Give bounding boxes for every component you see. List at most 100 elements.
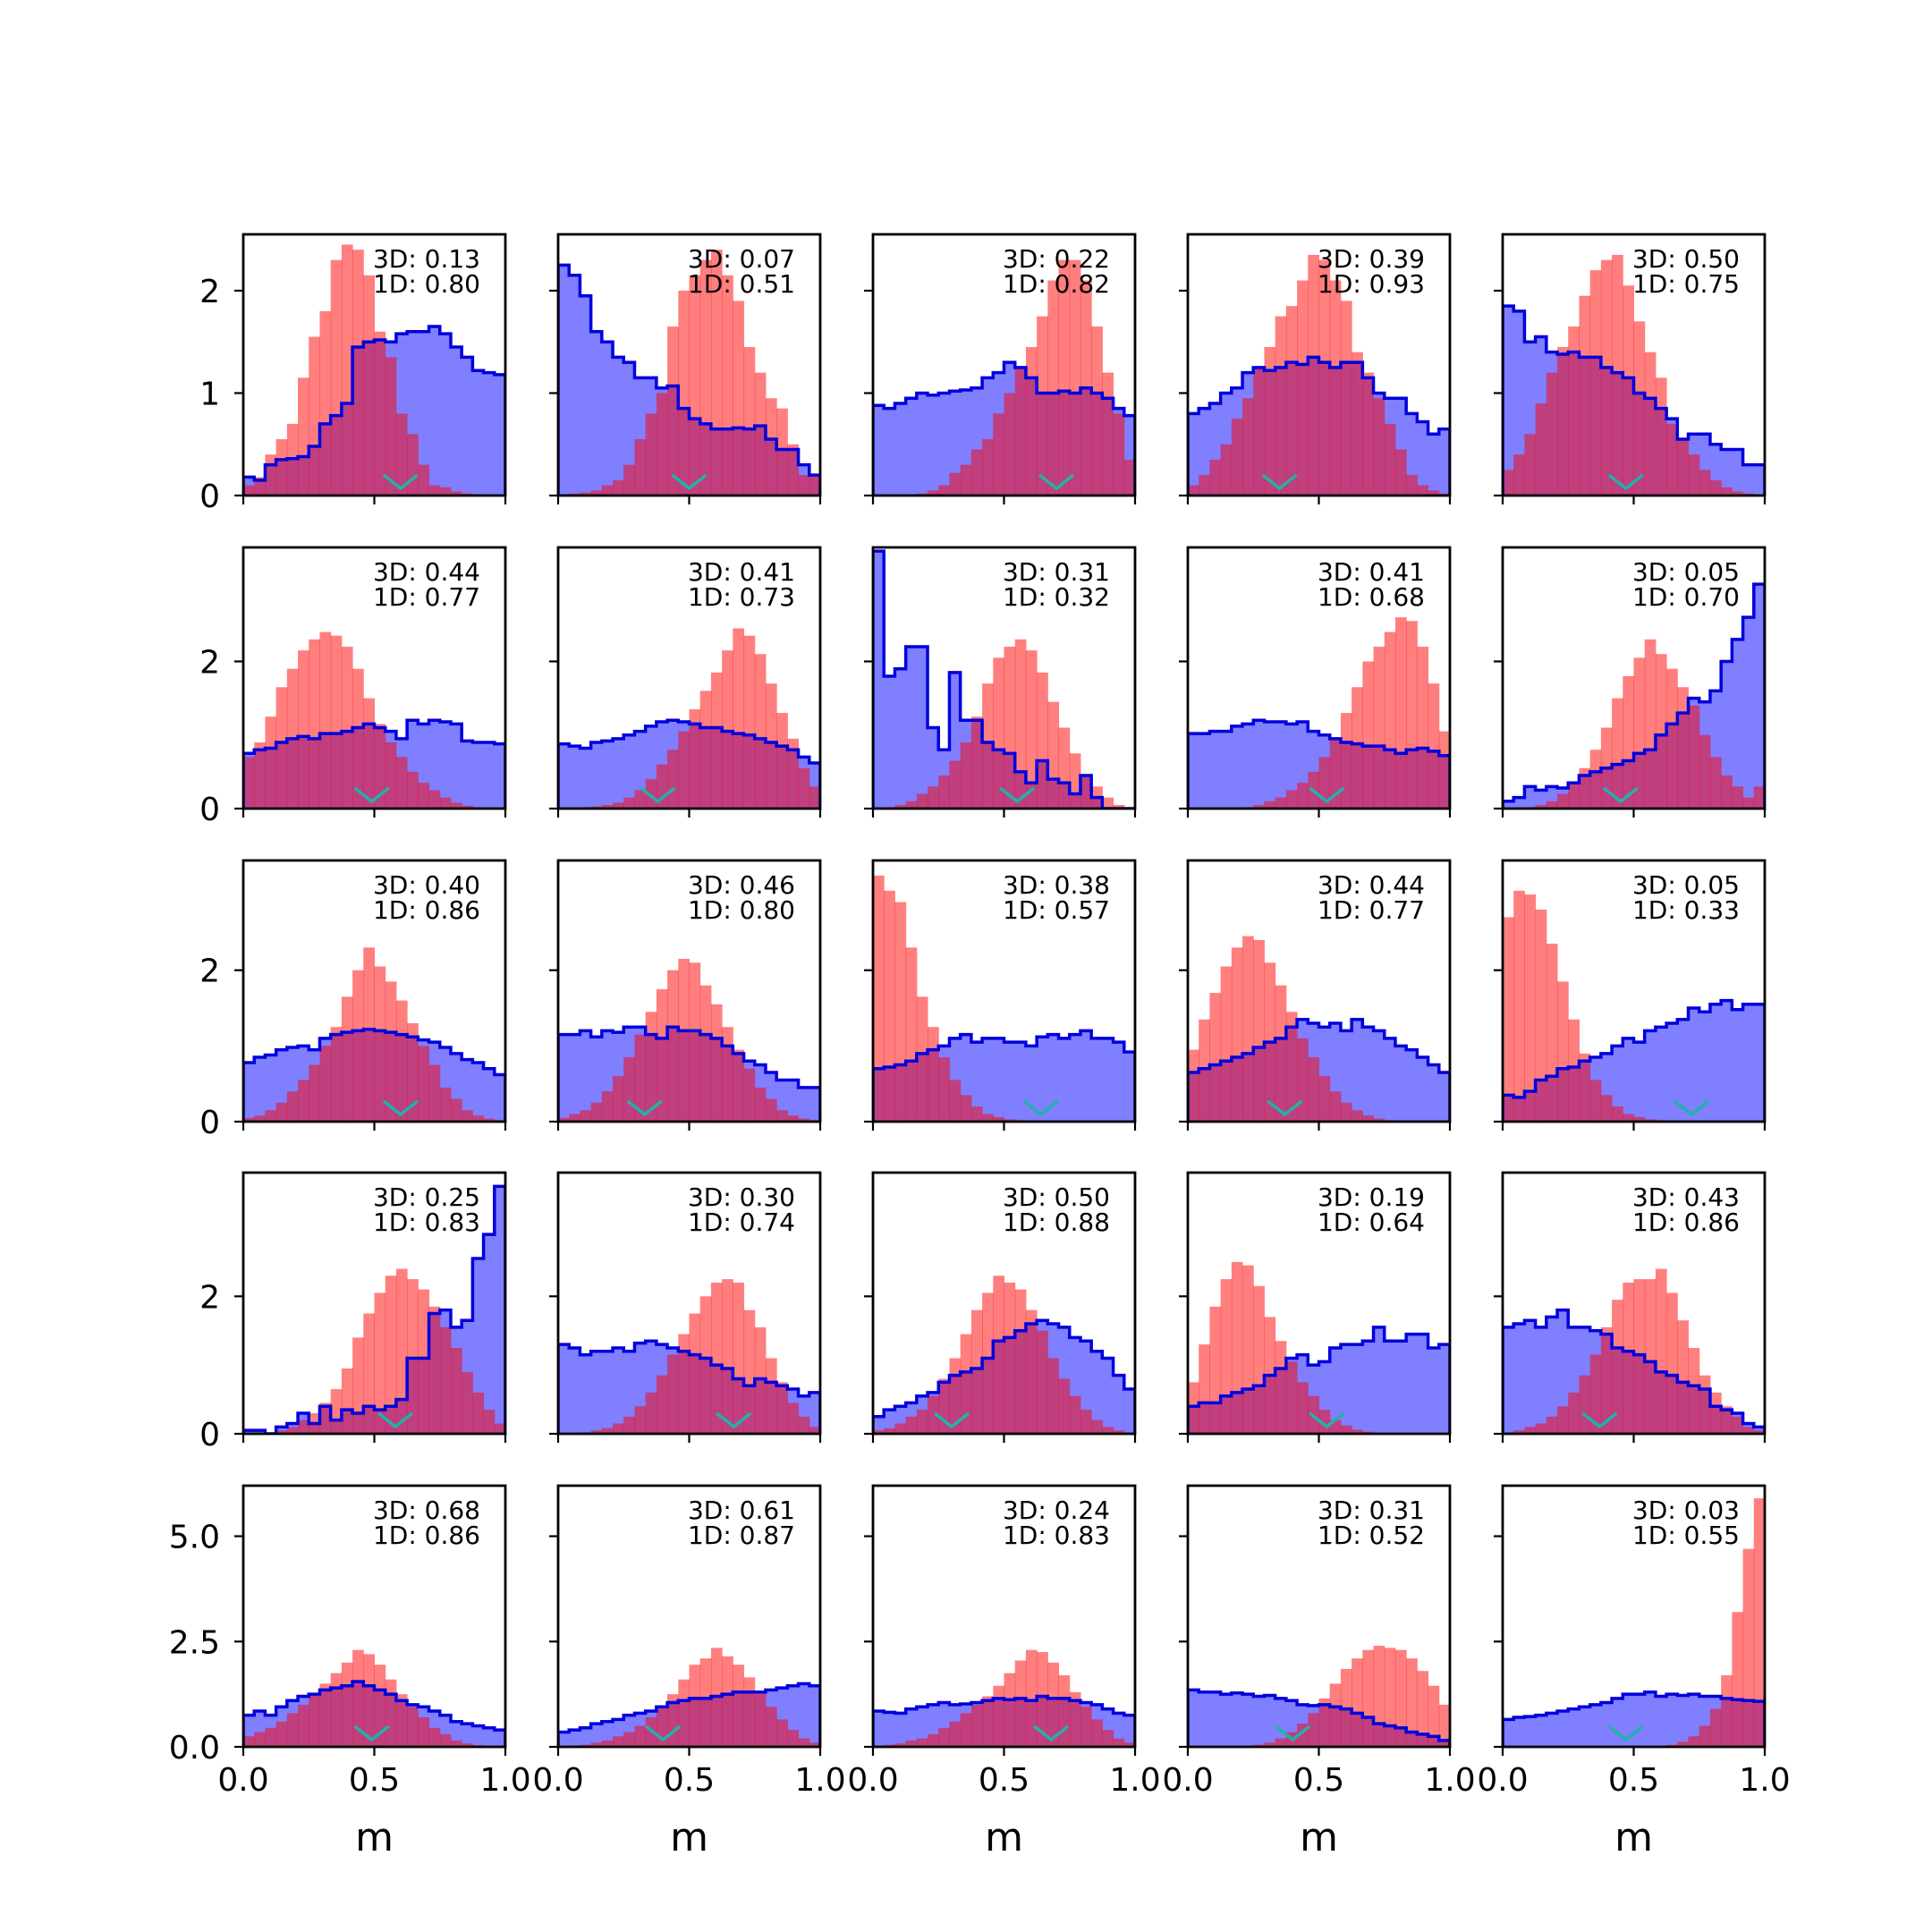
red-bar [309, 1064, 320, 1122]
blue-bar [1438, 1344, 1450, 1434]
x-tick-label: 0.0 [1162, 1762, 1213, 1799]
plot-area [1503, 890, 1765, 1122]
red-bar [710, 672, 723, 809]
red-bar [1091, 1719, 1103, 1747]
y-tick-label: 2 [199, 274, 220, 310]
red-bar [1004, 1282, 1016, 1434]
red-bar [1709, 1708, 1722, 1747]
red-bar [1623, 1114, 1634, 1122]
red-bar [623, 464, 635, 496]
marker-chevron [382, 473, 419, 491]
blue-bar [1742, 617, 1755, 809]
blue-bar [580, 1030, 592, 1122]
blue-bar [1242, 724, 1254, 809]
red-bar [765, 1707, 777, 1747]
red-bar [1721, 775, 1733, 809]
red-bar [1406, 475, 1418, 496]
red-bar [385, 741, 397, 809]
red-bar [407, 1707, 419, 1747]
red-bar [1275, 1738, 1287, 1747]
red-bar [1677, 439, 1690, 496]
red-bar [667, 970, 679, 1122]
red-bar [787, 1402, 800, 1434]
red-bar [776, 1719, 788, 1747]
red-bar [1753, 786, 1765, 809]
plot-area [873, 549, 1135, 809]
red-bar [1699, 1725, 1711, 1747]
red-bar [569, 1114, 580, 1122]
blue-bar [1742, 464, 1755, 496]
red-bar [1373, 1645, 1385, 1747]
plot-area [1188, 936, 1450, 1122]
red-bar [374, 966, 386, 1122]
blue-bar [873, 1710, 885, 1747]
red-bar [1612, 698, 1623, 809]
red-bar [765, 398, 777, 496]
blue-bar [494, 1186, 505, 1434]
blue-bar [1047, 1034, 1060, 1122]
red-bar [1037, 1652, 1048, 1747]
red-bar [1709, 479, 1722, 496]
red-bar [1308, 1713, 1319, 1747]
red-bar [385, 357, 397, 496]
red-bar [1546, 944, 1558, 1122]
red-bar [1308, 254, 1319, 496]
red-bar [1732, 786, 1744, 809]
red-bar [699, 1296, 712, 1434]
red-bar [905, 801, 918, 809]
red-bar [1373, 647, 1385, 809]
red-bar [352, 1649, 364, 1747]
blue-bar [483, 1234, 496, 1434]
red-bar [1612, 1300, 1623, 1434]
blue-bar [1633, 1042, 1646, 1122]
blue-bar [418, 331, 430, 496]
red-bar [982, 439, 994, 496]
blue-bar [472, 1725, 485, 1747]
red-bar [352, 668, 364, 809]
blue-bar [1275, 1698, 1287, 1747]
blue-bar [243, 1062, 255, 1122]
red-bar [374, 724, 386, 809]
red-bar [960, 1095, 972, 1122]
red-bar [319, 1402, 332, 1434]
blue-bar [569, 1034, 580, 1122]
red-bar [1209, 1306, 1222, 1434]
blue-step-outline [243, 1680, 505, 1747]
red-bar [982, 1696, 994, 1747]
red-bar [363, 698, 375, 809]
red-bar [1329, 280, 1342, 496]
red-bar [1091, 326, 1103, 496]
blue-bar [1428, 1064, 1440, 1122]
blue-bar [569, 275, 580, 496]
red-bar [1524, 1427, 1537, 1434]
red-bar [265, 1727, 277, 1747]
red-bar [623, 797, 635, 809]
red-bar [385, 1275, 397, 1434]
blue-bar [1721, 1000, 1733, 1122]
red-bar [1362, 1115, 1375, 1122]
red-bar [1188, 485, 1199, 496]
red-bar [309, 639, 320, 809]
annotation-1d: 1D: 0.74 [688, 1208, 795, 1237]
red-bar [798, 767, 810, 809]
red-bar [1394, 1649, 1407, 1747]
red-bar [1318, 1698, 1331, 1747]
blue-bar [1524, 1716, 1537, 1747]
red-bar [286, 1713, 299, 1747]
red-bar [1091, 1419, 1103, 1434]
red-bar [960, 464, 972, 496]
red-bar [590, 1430, 603, 1434]
annotation-3d: 3D: 0.41 [688, 557, 795, 587]
red-bar [352, 250, 364, 496]
blue-bar [1623, 1038, 1634, 1122]
red-bar [1428, 490, 1440, 496]
blue-bar [982, 1038, 994, 1122]
red-bar [678, 290, 690, 496]
annotation-1d: 1D: 0.73 [688, 582, 795, 612]
blue-bar [1612, 1698, 1623, 1747]
red-bar [1699, 734, 1711, 809]
blue-bar [894, 1713, 907, 1747]
